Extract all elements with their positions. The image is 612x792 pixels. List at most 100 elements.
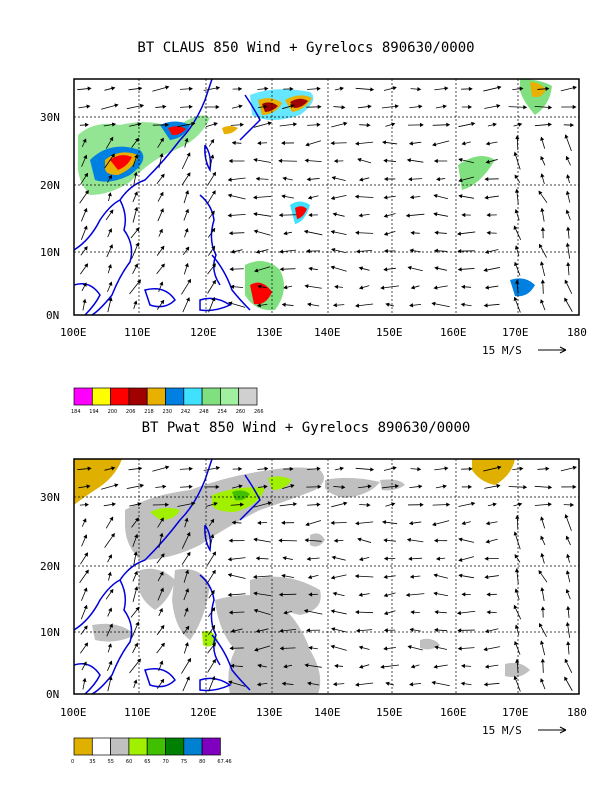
panel2-wind-vector-head [133, 570, 138, 576]
panel2-axis-labels: 30N 20N 10N 0N 100E 110E 120E 130E 140E … [40, 491, 587, 737]
panel2-colorbar-label: 35 [89, 759, 95, 765]
panel2-wind-vector-head [238, 466, 243, 472]
panel2-wind-vectors [77, 465, 577, 692]
panel1-wind-vector-head [257, 284, 262, 289]
panel2-wind-vector-head [133, 679, 138, 684]
panel1-wind-vector-head [254, 268, 259, 273]
panel1-wind-vector-head [212, 171, 216, 177]
panel2-wind-vector-head [484, 556, 489, 561]
panel1-wind-vector-head [108, 281, 113, 286]
panel1-wind-vector-head [303, 229, 309, 234]
panel1-wind-vector-head [514, 245, 519, 250]
panel1-wind-vector-head [343, 121, 348, 126]
panel1-wind-vector-head [289, 86, 294, 92]
panel1-colorbar-swatch [165, 387, 185, 406]
panel2-wind-vector-head [135, 621, 140, 626]
panel1-wind-vector-head [330, 265, 335, 270]
panel2-wind-vector-head [278, 538, 283, 543]
panel2-wind-vector-head [513, 675, 518, 681]
panel1-wind-vector-head [383, 195, 388, 200]
panel2-wind-vector-head [540, 678, 545, 683]
panel1-wind-vector-head [517, 122, 523, 127]
panel1-xlabel-170e: 170E [502, 326, 529, 339]
panel2-wind-vector-head [446, 502, 451, 507]
panel2-colorbar-label: 75 [181, 759, 187, 765]
panel1-wind-vector-head [339, 86, 344, 91]
panel1-wind-vector-head [383, 158, 388, 163]
panel1-wind-vector-head [410, 285, 416, 290]
panel1-wind-vector-head [484, 176, 489, 182]
panel1-wind-vector-head [230, 284, 235, 289]
panel2-ylabel-10n: 10N [40, 626, 60, 639]
panel2-wind-vector-head [514, 588, 519, 593]
panel1-wind-vectors [77, 85, 577, 313]
panel2-wind-vector-head [82, 677, 87, 682]
panel1-wind-vector-head [186, 152, 191, 157]
panel2-wind-vector-head [83, 604, 88, 610]
panel1-wind-vector-head [392, 86, 397, 91]
panel2-wind-vector-head [383, 538, 388, 543]
panel1-wind-vector-head [160, 173, 165, 178]
panel1-wind-vector-head [331, 247, 336, 253]
panel1-wind-vector-head [136, 279, 142, 284]
panel1-wind-vector-head [433, 193, 438, 199]
panel2-wind-vector-head [370, 467, 375, 472]
panel1-wind-vector-head [282, 176, 287, 181]
panel1-wind-vector-head [385, 302, 390, 307]
panel1-wind-vector-head [290, 104, 295, 109]
panel2-wind-vector-head [460, 681, 465, 686]
panel1-colorbar-swatch [183, 387, 203, 406]
panel2-wind-vector-head [431, 680, 436, 685]
panel2-wind-vector-head [517, 502, 523, 507]
panel2-wind-vector-head [514, 624, 519, 629]
panel1-wind-vector-head [486, 212, 491, 218]
panel1-colorbar-label: 230 [163, 409, 173, 415]
panel2-wind-vector-head [331, 555, 336, 560]
panel1-colorbar-label: 260 [236, 409, 246, 415]
panel2-wind-vector-head [215, 466, 221, 471]
panel1-colorbar-swatch [128, 387, 148, 406]
panel1-wind-vector-head [82, 282, 87, 287]
panel1-wind-vector-head [434, 248, 439, 253]
panel1-wind-vector-head [367, 104, 372, 109]
panel1-coastlines [73, 78, 261, 316]
panel1-wind-vector-head [539, 243, 543, 249]
panel2-wind-vector-head [409, 682, 414, 687]
panel2-wind-vector-head [486, 592, 491, 597]
panel2-ylabel-30n: 30N [40, 491, 60, 504]
panel1-wind-vector-head [253, 157, 258, 163]
panel1-wind-vector-head [457, 249, 462, 254]
panel2-wind-vector-head [486, 610, 491, 615]
panel2-wind-vector-head [343, 501, 348, 506]
panel2-wind-vector-head [160, 624, 165, 630]
panel2-wind-vector-head [306, 628, 311, 633]
panel1-wind-vector-head [165, 122, 170, 127]
panel2-colorbar-swatch [146, 737, 166, 756]
panel2-wind-vector-head [333, 538, 338, 543]
panel1-wind-vector-head [433, 158, 438, 164]
panel2-wind-vector-head [331, 627, 336, 632]
panel2-wind-vector-head [160, 678, 165, 684]
panel2-wind-vector-head [227, 592, 232, 597]
panel1-wind-vector-head [133, 300, 138, 305]
panel2-wind-vector-head [565, 588, 570, 594]
panel2-wind-vector-head [458, 573, 463, 578]
panel2-wind-vector-head [519, 466, 524, 471]
panel1-colorbar-swatch [91, 387, 111, 406]
panel1-wind-vector-head [540, 279, 545, 284]
panel2-wind-vector-head [188, 484, 193, 489]
panel1-wind-vector-head [159, 281, 164, 286]
panel1-wind-vector-head [334, 284, 339, 290]
panel2-wind-vector-head [134, 642, 138, 648]
panel2-wind-vector-head [185, 588, 190, 593]
panel1-wind-vector-head [540, 226, 546, 231]
panel1-ylabel-10n: 10N [40, 246, 60, 259]
panel1-wind-vector-head [211, 296, 216, 302]
panel2-wind-vector-head [84, 502, 89, 507]
panel1-wind-vector-head [407, 265, 412, 270]
panel1-wind-vector-head [330, 195, 335, 201]
panel2-ylabel-20n: 20N [40, 560, 60, 573]
panel2-wind-vector-head [434, 610, 439, 615]
panel1-wind-vector-head [468, 104, 472, 110]
panel2-wind-vector-head [111, 502, 117, 507]
